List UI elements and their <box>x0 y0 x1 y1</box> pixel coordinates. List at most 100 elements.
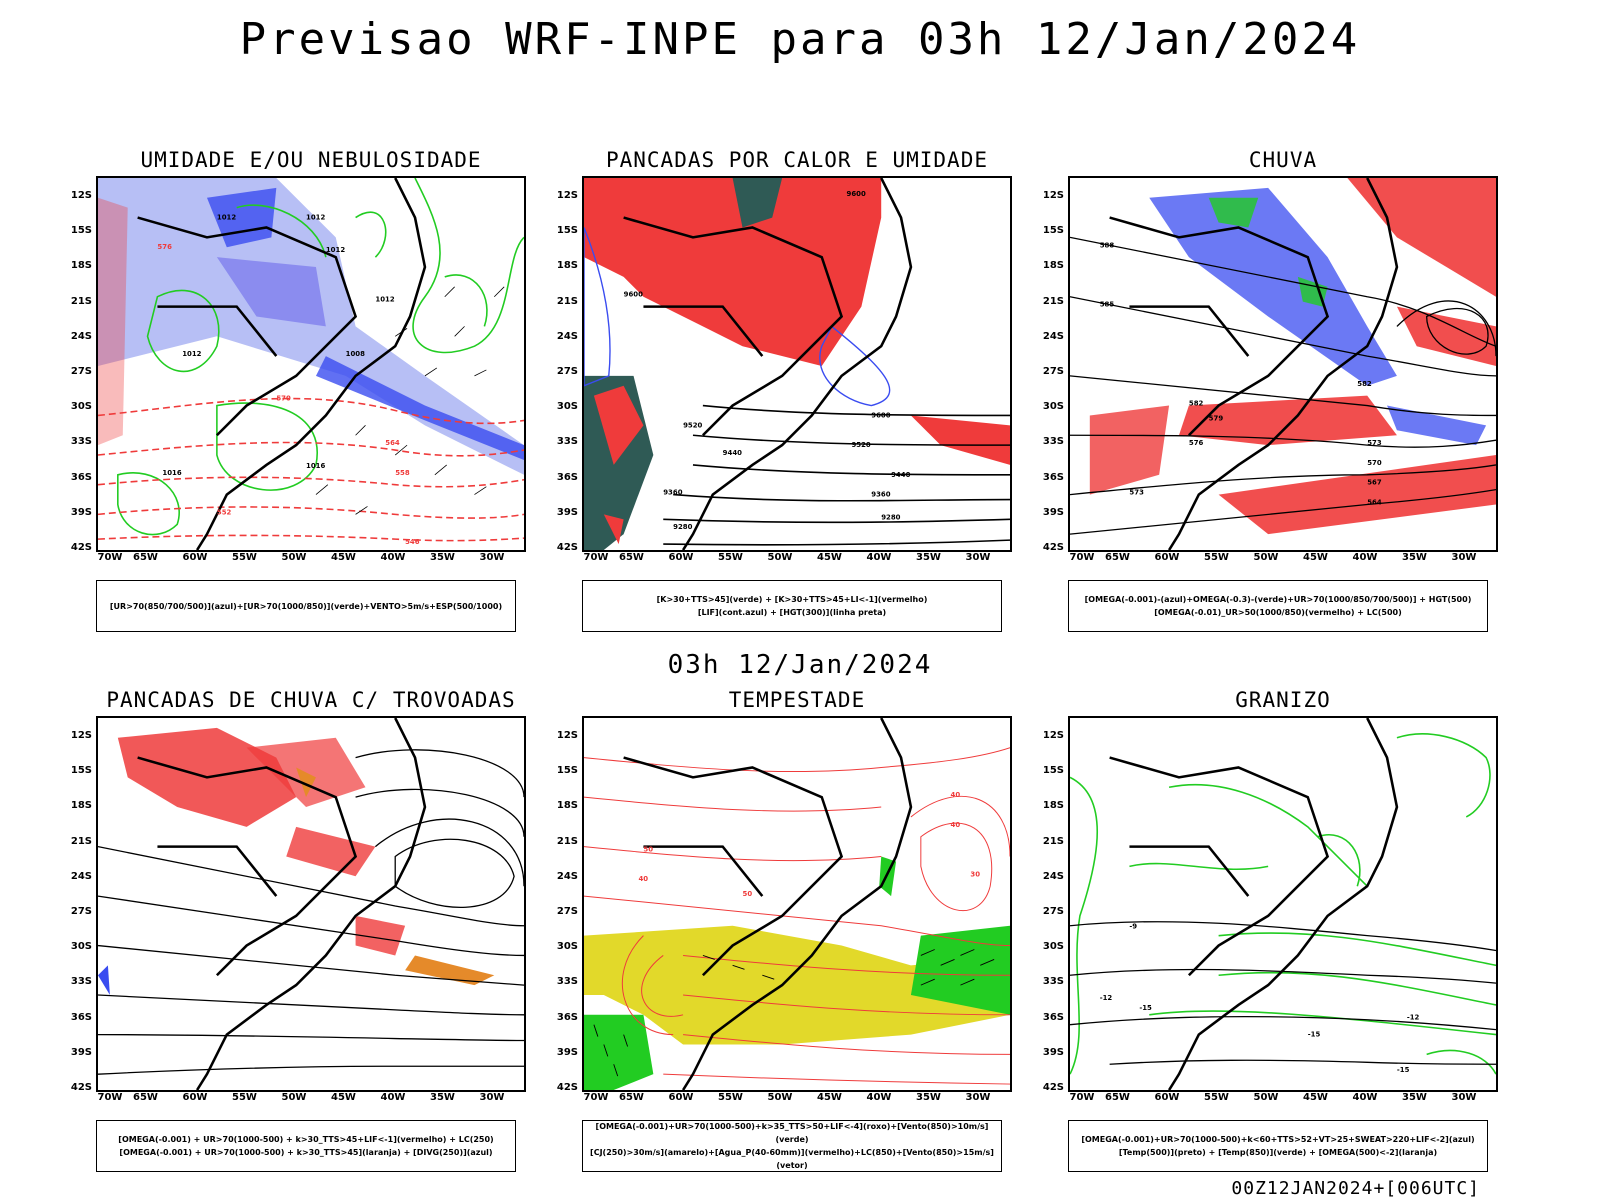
lon-tick-label: 60W <box>182 552 208 563</box>
svg-text:9520: 9520 <box>683 421 702 429</box>
jet-fields <box>584 856 1010 1090</box>
map-pancadas-calor: 9600 9600 9600 9520 9520 9440 9440 9360 … <box>582 176 1012 552</box>
lon-tick-label: 55W <box>1204 1092 1229 1103</box>
lat-tick-label: 30S <box>70 401 92 413</box>
lat-tick-label: 21S <box>1042 295 1064 307</box>
lon-tick-label: 35W <box>1402 552 1427 563</box>
lat-tick-label: 27S <box>1042 906 1064 917</box>
lat-tick-label: 24S <box>70 870 92 882</box>
lat-tick-label: 42S <box>556 1082 578 1093</box>
humidity-fields <box>98 178 524 475</box>
lon-tick-label: 65W <box>619 1092 644 1103</box>
panel-title: UMIDADE E/OU NEBULOSIDADE <box>140 148 482 172</box>
svg-text:40: 40 <box>951 821 961 829</box>
svg-text:576: 576 <box>157 243 172 251</box>
lat-tick-label: 42S <box>556 542 578 553</box>
lon-tick-label: 30W <box>1451 552 1477 563</box>
lat-tick-label: 33S <box>70 436 92 448</box>
svg-text:9280: 9280 <box>673 523 692 531</box>
svg-text:1012: 1012 <box>326 246 345 254</box>
lat-tick-label: 36S <box>1042 1011 1064 1023</box>
svg-text:573: 573 <box>1129 489 1144 497</box>
lon-tick-label: 30W <box>479 1092 505 1103</box>
lat-tick-label: 36S <box>556 471 578 483</box>
svg-text:-12: -12 <box>1100 994 1113 1002</box>
legend: [K>30+TTS>45](verde) + [K>30+TTS>45+LI<-… <box>582 580 1002 632</box>
lat-tick-label: 42S <box>70 1082 92 1093</box>
lon-tick-label: 55W <box>1204 552 1229 563</box>
lon-tick-label: 65W <box>133 1092 158 1103</box>
lon-tick-label: 35W <box>430 552 455 563</box>
wind-vectors <box>593 949 995 1077</box>
rain-fields <box>1089 178 1496 535</box>
svg-text:576: 576 <box>1189 439 1204 447</box>
coastline <box>137 718 427 1090</box>
coastline <box>623 178 913 550</box>
lat-tick-label: 21S <box>70 835 92 847</box>
svg-text:1008: 1008 <box>346 350 365 358</box>
lat-tick-label: 24S <box>556 870 578 882</box>
lon-tick-label: 45W <box>331 1092 356 1103</box>
lat-tick-label: 15S <box>1042 765 1064 777</box>
lon-tick-label: 70W <box>583 1092 609 1103</box>
lat-tick-label: 33S <box>70 976 92 988</box>
lon-tick-label: 35W <box>1402 1092 1427 1103</box>
lon-tick-label: 70W <box>583 552 609 563</box>
map-chuva: 582 582 579 576 573 570 567 564 573 588 … <box>1068 176 1498 552</box>
svg-text:582: 582 <box>1189 400 1204 408</box>
svg-text:-9: -9 <box>1129 923 1137 931</box>
lat-tick-label: 18S <box>556 800 578 812</box>
svg-text:579: 579 <box>1209 414 1224 422</box>
lon-tick-label: 45W <box>817 1092 842 1103</box>
svg-text:546: 546 <box>405 538 420 546</box>
lon-tick-label: 65W <box>619 552 644 563</box>
lat-tick-label: 30S <box>556 401 578 413</box>
lon-tick-label: 45W <box>817 552 842 563</box>
main-title: Previsao WRF-INPE para 03h 12/Jan/2024 <box>239 14 1361 65</box>
svg-text:588: 588 <box>1100 241 1115 249</box>
lon-tick-label: 55W <box>718 552 743 563</box>
svg-text:40: 40 <box>638 875 648 883</box>
lat-tick-label: 15S <box>556 225 578 237</box>
lat-tick-label: 15S <box>70 225 92 237</box>
lon-tick-label: 50W <box>767 552 793 563</box>
svg-text:1012: 1012 <box>306 214 325 222</box>
instability-fields <box>584 178 1010 550</box>
lat-tick-label: 36S <box>1042 471 1064 483</box>
lon-tick-label: 30W <box>479 552 505 563</box>
lat-tick-label: 18S <box>1042 260 1064 272</box>
panel-title: CHUVA <box>1248 148 1318 172</box>
svg-text:1012: 1012 <box>182 350 201 358</box>
lat-tick-label: 36S <box>70 471 92 483</box>
lat-tick-label: 12S <box>556 730 578 741</box>
lat-tick-label: 30S <box>70 941 92 953</box>
lon-tick-label: 40W <box>1352 552 1378 563</box>
svg-text:564: 564 <box>385 439 400 447</box>
lon-tick-label: 35W <box>916 552 941 563</box>
svg-text:30: 30 <box>970 870 980 878</box>
lat-tick-label: 18S <box>70 260 92 272</box>
lon-tick-label: 60W <box>668 1092 694 1103</box>
lon-tick-label: 60W <box>1154 1092 1180 1103</box>
lat-tick-label: 39S <box>70 1046 92 1058</box>
legend: [OMEGA(-0.001)+UR>70(1000-500)+k<60+TTS>… <box>1068 1120 1488 1172</box>
svg-text:1016: 1016 <box>306 462 325 470</box>
storm-fields <box>98 727 495 996</box>
lat-tick-label: 27S <box>556 366 578 377</box>
svg-text:9600: 9600 <box>624 291 643 299</box>
lat-tick-label: 33S <box>1042 436 1064 448</box>
lon-tick-label: 60W <box>668 552 694 563</box>
lat-tick-label: 12S <box>70 730 92 741</box>
lon-tick-label: 35W <box>430 1092 455 1103</box>
svg-text:-15: -15 <box>1397 1066 1410 1074</box>
lon-tick-label: 70W <box>1069 552 1095 563</box>
lon-tick-label: 30W <box>965 552 991 563</box>
lon-tick-label: 55W <box>718 1092 743 1103</box>
lat-tick-label: 27S <box>70 906 92 917</box>
svg-text:585: 585 <box>1100 301 1115 309</box>
lat-tick-label: 21S <box>70 295 92 307</box>
lon-tick-label: 70W <box>1069 1092 1095 1103</box>
middle-title: 03h 12/Jan/2024 <box>667 650 933 680</box>
lat-tick-label: 24S <box>1042 870 1064 882</box>
lon-tick-label: 70W <box>97 552 123 563</box>
